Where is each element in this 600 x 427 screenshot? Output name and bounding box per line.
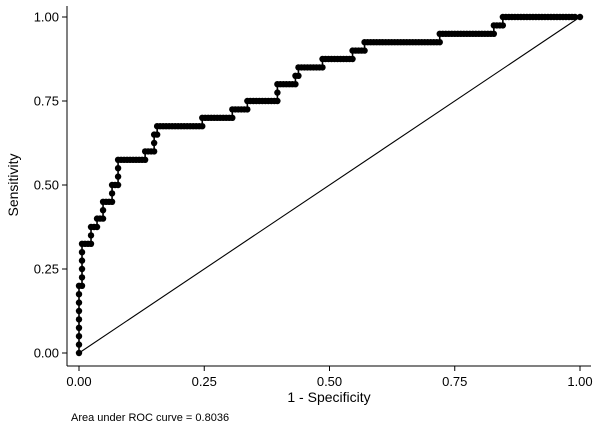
x-axis-ticks: 0.00 0.25 0.50 0.75 1.00 xyxy=(66,366,593,389)
roc-point xyxy=(114,165,122,172)
reference-line xyxy=(78,16,581,354)
roc-point xyxy=(78,265,86,273)
roc-point xyxy=(75,324,83,331)
roc-point xyxy=(349,55,356,63)
x-tick-label: 0.75 xyxy=(442,374,467,389)
roc-point xyxy=(571,13,579,21)
y-tick-label: 1.00 xyxy=(34,10,59,25)
roc-point xyxy=(87,240,95,247)
roc-point xyxy=(274,97,281,105)
roc-point xyxy=(295,72,302,80)
y-tick-label: 0.75 xyxy=(34,94,59,109)
roc-point xyxy=(108,190,116,197)
roc-point xyxy=(244,106,251,113)
roc-point xyxy=(436,39,443,46)
x-tick-label: 1.00 xyxy=(567,374,592,389)
roc-point xyxy=(75,299,83,306)
roc-point xyxy=(75,316,83,323)
roc-point xyxy=(150,139,158,147)
roc-point xyxy=(78,282,86,289)
roc-point xyxy=(153,131,161,138)
roc-point xyxy=(75,333,83,340)
roc-point xyxy=(141,156,149,163)
x-tick-label: 0.00 xyxy=(66,374,91,389)
roc-point xyxy=(99,215,107,222)
roc-point xyxy=(199,123,206,130)
roc-point xyxy=(75,291,83,298)
roc-point xyxy=(499,22,507,29)
roc-point xyxy=(229,114,236,122)
roc-point xyxy=(93,223,101,231)
roc-point xyxy=(361,47,368,54)
roc-point xyxy=(78,249,86,256)
roc-point xyxy=(78,274,86,281)
roc-point xyxy=(150,148,158,155)
roc-point xyxy=(274,89,281,96)
y-tick-label: 0.25 xyxy=(34,262,59,277)
roc-point xyxy=(75,341,83,348)
y-tick-label: 0.00 xyxy=(34,346,59,361)
roc-point xyxy=(108,198,116,205)
roc-point xyxy=(490,30,498,37)
x-tick-label: 0.50 xyxy=(317,374,342,389)
roc-point xyxy=(99,207,107,214)
roc-point xyxy=(319,64,326,71)
roc-point xyxy=(75,307,83,315)
roc-point xyxy=(114,181,122,189)
roc-point xyxy=(292,81,299,88)
roc-point xyxy=(78,257,86,264)
auc-note: Area under ROC curve = 0.8036 xyxy=(71,412,229,424)
roc-point xyxy=(114,173,122,180)
y-axis-title: Sensitivity xyxy=(5,153,21,216)
y-tick-label: 0.50 xyxy=(34,178,59,193)
roc-point xyxy=(87,232,95,239)
y-axis-ticks: 0.00 0.25 0.50 0.75 1.00 xyxy=(34,10,67,361)
plot-area xyxy=(75,13,584,357)
x-tick-label: 0.25 xyxy=(192,374,217,389)
x-axis-title: 1 - Specificity xyxy=(287,389,370,405)
